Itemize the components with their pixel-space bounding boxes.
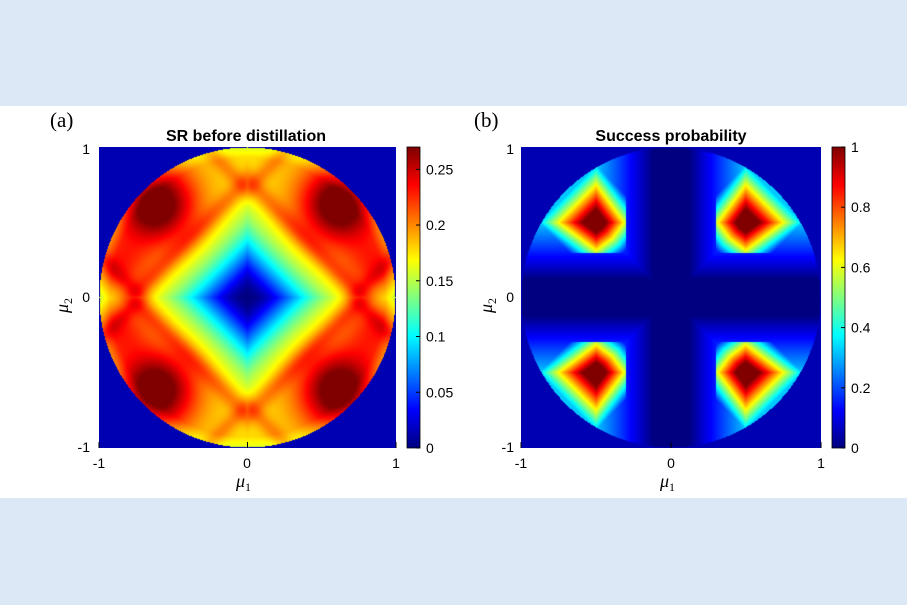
colorbar-a (407, 147, 420, 448)
heatmap-b-canvas (521, 147, 821, 448)
y-tick-label-a-1: 0 (82, 289, 90, 305)
colorbar-a-frame (406, 146, 421, 449)
x-tick-label-b-1: 0 (667, 455, 675, 471)
heatmap-a-canvas (99, 147, 396, 448)
y-tick-label-a-0: 1 (82, 141, 90, 157)
heatmap-a-plot (99, 147, 396, 448)
colorbar-b-ticks: 1 0.8 0.6 0.4 0.2 0 (841, 139, 871, 456)
chart-title-b: Success probability (595, 128, 746, 145)
figure-svg: (a) SR before distillation -1 0 1 1 0 -1… (50, 108, 871, 494)
panel-label-a: (a) (50, 108, 73, 132)
colorbar-tick-label: 0.25 (426, 161, 453, 177)
y-tick-label-a-2: -1 (78, 439, 91, 455)
y-tick-label-b-2: -1 (502, 439, 515, 455)
colorbar-b (832, 147, 845, 448)
y-tick-label-b-0: 1 (506, 141, 514, 157)
colorbar-tick-label: 0.2 (426, 217, 446, 233)
colorbar-tick-label: 0.6 (851, 259, 871, 275)
svg-text:μ2: μ2 (52, 298, 75, 314)
colorbar-tick-label: 0.8 (851, 199, 871, 215)
y-axis-label-b: μ2 (476, 298, 499, 314)
colorbar-tick-label: 0.15 (426, 273, 453, 289)
colorbar-tick-label: 0 (851, 440, 859, 456)
colorbar-tick-label: 0.2 (851, 380, 871, 396)
heatmap-b-plot (521, 147, 821, 448)
colorbar-tick-label: 0 (426, 440, 434, 456)
figure-panel: (a) SR before distillation -1 0 1 1 0 -1… (0, 106, 907, 498)
colorbar-tick-label: 0.05 (426, 384, 453, 400)
y-tick-label-b-1: 0 (506, 289, 514, 305)
svg-text:μ2: μ2 (476, 298, 499, 314)
x-axis-label-b: μ1 (659, 471, 675, 494)
x-tick-label-b-2: 1 (817, 455, 825, 471)
x-tick-label-a-1: 0 (243, 455, 251, 471)
colorbar-b-frame (831, 146, 846, 449)
chart-title-a: SR before distillation (166, 128, 326, 145)
colorbar-a-canvas (407, 147, 420, 448)
colorbar-tick-label: 1 (851, 139, 859, 155)
panel-label-b: (b) (474, 108, 499, 132)
x-tick-label-b-0: -1 (515, 455, 528, 471)
y-axis-label-a: μ2 (52, 298, 75, 314)
x-tick-label-a-0: -1 (93, 455, 106, 471)
colorbar-a-ticks: 0.25 0.2 0.15 0.1 0.05 0 (416, 161, 453, 456)
colorbar-tick-label: 0.1 (426, 329, 446, 345)
x-axis-label-a: μ1 (235, 471, 251, 494)
x-tick-label-a-2: 1 (392, 455, 400, 471)
colorbar-tick-label: 0.4 (851, 320, 871, 336)
colorbar-b-canvas (832, 147, 845, 448)
